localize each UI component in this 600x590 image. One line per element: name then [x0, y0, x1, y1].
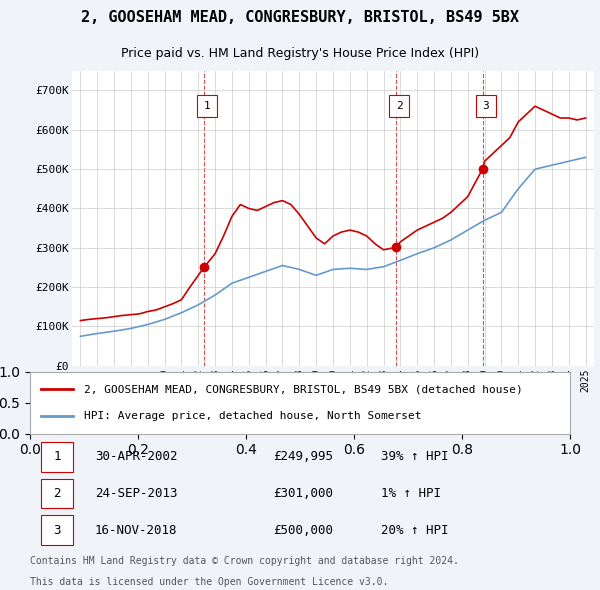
Text: Price paid vs. HM Land Registry's House Price Index (HPI): Price paid vs. HM Land Registry's House … [121, 47, 479, 60]
Text: 3: 3 [53, 524, 61, 537]
Text: 2, GOOSEHAM MEAD, CONGRESBURY, BRISTOL, BS49 5BX: 2, GOOSEHAM MEAD, CONGRESBURY, BRISTOL, … [81, 10, 519, 25]
FancyBboxPatch shape [41, 478, 73, 509]
Text: 3: 3 [482, 101, 489, 111]
Text: £301,000: £301,000 [273, 487, 333, 500]
Text: £249,995: £249,995 [273, 450, 333, 463]
FancyBboxPatch shape [41, 442, 73, 471]
Text: Contains HM Land Registry data © Crown copyright and database right 2024.: Contains HM Land Registry data © Crown c… [30, 556, 459, 566]
FancyBboxPatch shape [476, 95, 496, 117]
Text: 2, GOOSEHAM MEAD, CONGRESBURY, BRISTOL, BS49 5BX (detached house): 2, GOOSEHAM MEAD, CONGRESBURY, BRISTOL, … [84, 384, 523, 394]
Text: 2: 2 [396, 101, 403, 111]
Text: HPI: Average price, detached house, North Somerset: HPI: Average price, detached house, Nort… [84, 411, 421, 421]
FancyBboxPatch shape [389, 95, 409, 117]
Text: 16-NOV-2018: 16-NOV-2018 [95, 524, 178, 537]
FancyBboxPatch shape [197, 95, 217, 117]
Text: 24-SEP-2013: 24-SEP-2013 [95, 487, 178, 500]
Text: 30-APR-2002: 30-APR-2002 [95, 450, 178, 463]
Text: 1% ↑ HPI: 1% ↑ HPI [381, 487, 441, 500]
Text: 39% ↑ HPI: 39% ↑ HPI [381, 450, 449, 463]
FancyBboxPatch shape [41, 515, 73, 545]
Text: £500,000: £500,000 [273, 524, 333, 537]
Text: 20% ↑ HPI: 20% ↑ HPI [381, 524, 449, 537]
Text: 1: 1 [204, 101, 211, 111]
Text: This data is licensed under the Open Government Licence v3.0.: This data is licensed under the Open Gov… [30, 577, 388, 586]
Text: 1: 1 [53, 450, 61, 463]
Text: 2: 2 [53, 487, 61, 500]
